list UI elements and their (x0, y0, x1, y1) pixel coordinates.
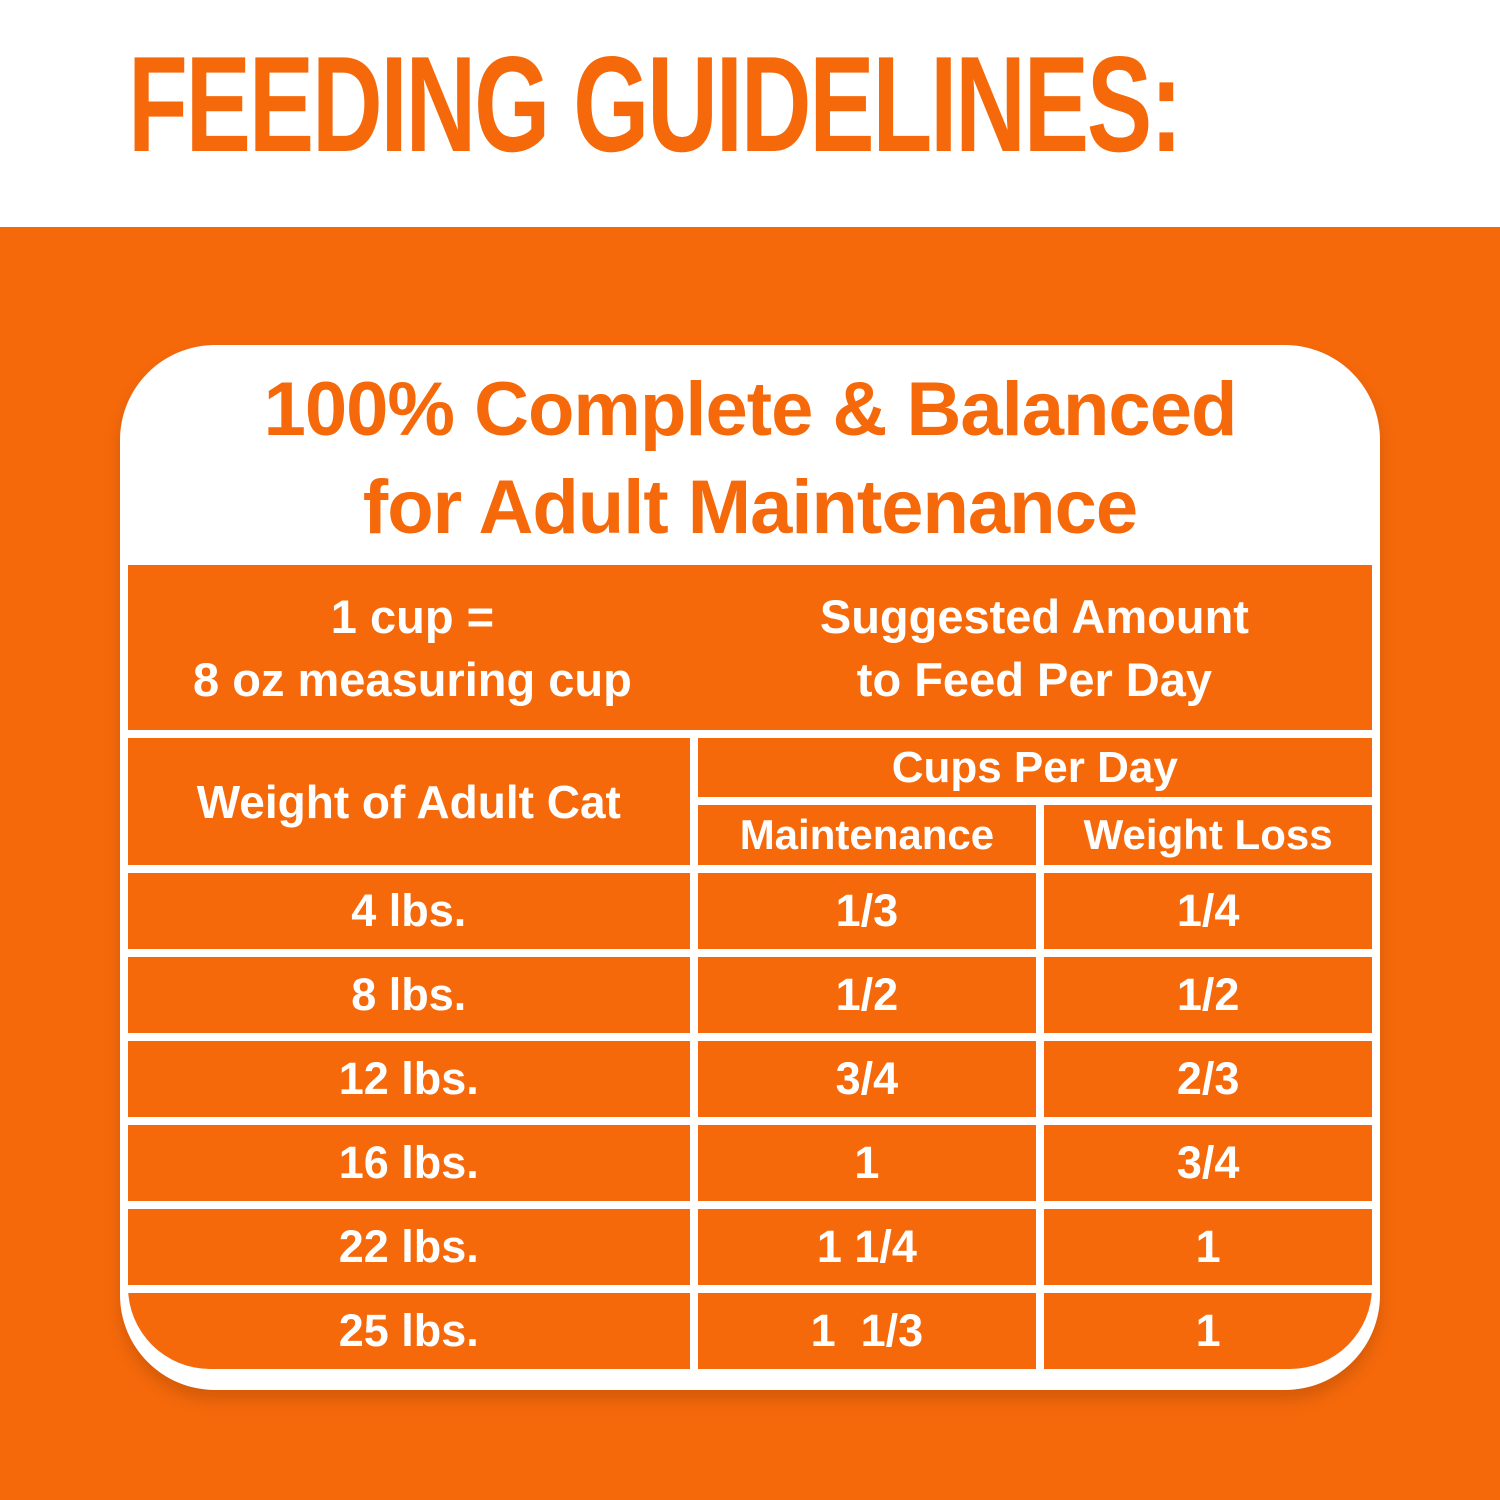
cup-note-line2: 8 oz measuring cup (193, 652, 632, 706)
feeding-guidelines-panel: 100% Complete & Balanced for Adult Maint… (120, 345, 1380, 1390)
suggested-amount-line1: Suggested Amount (819, 589, 1249, 643)
maintenance-cell: 1/3 (697, 873, 1037, 949)
weight-cell: 16 lbs. (128, 1125, 690, 1201)
table-row: 16 lbs. 1 3/4 (128, 1125, 1372, 1201)
suggested-amount-line2: to Feed Per Day (856, 652, 1213, 706)
weight-column-header: Weight of Adult Cat (128, 738, 690, 865)
weight-cell: 22 lbs. (128, 1209, 690, 1285)
weight-cell: 12 lbs. (128, 1041, 690, 1117)
top-white-band: FEEDING GUIDELINES: (0, 0, 1500, 227)
maintenance-cell: 1/2 (697, 957, 1037, 1033)
maintenance-cell: 3/4 (697, 1041, 1037, 1117)
weight-cell: 25 lbs. (128, 1293, 690, 1369)
cup-note-line1: 1 cup = (330, 589, 495, 643)
table-row: 4 lbs. 1/3 1/4 (128, 873, 1372, 949)
page-title: FEEDING GUIDELINES: (128, 28, 1183, 180)
cup-note: 1 cup = 8 oz measuring cup (128, 565, 697, 730)
weight-cell: 8 lbs. (128, 957, 690, 1033)
table-row: 22 lbs. 1 1/4 1 (128, 1209, 1372, 1285)
maintenance-cell: 1 1/4 (697, 1209, 1037, 1285)
weight-cell: 4 lbs. (128, 873, 690, 949)
table-column-headers: Weight of Adult Cat Cups Per Day Mainten… (128, 738, 1372, 865)
feeding-table: 1 cup = 8 oz measuring cup Suggested Amo… (128, 565, 1372, 1369)
weight-loss-cell: 2/3 (1044, 1041, 1372, 1117)
maintenance-cell: 1 (697, 1125, 1037, 1201)
suggested-amount: Suggested Amount to Feed Per Day (697, 565, 1372, 730)
cups-per-day-header: Cups Per Day (697, 738, 1372, 797)
table-row: 25 lbs. 1 1/3 1 (128, 1293, 1372, 1369)
table-row: 12 lbs. 3/4 2/3 (128, 1041, 1372, 1117)
table-header-band: 1 cup = 8 oz measuring cup Suggested Amo… (128, 565, 1372, 730)
weight-loss-cell: 1 (1044, 1293, 1372, 1369)
weight-loss-cell: 1/4 (1044, 873, 1372, 949)
table-row: 8 lbs. 1/2 1/2 (128, 957, 1372, 1033)
panel-heading: 100% Complete & Balanced for Adult Maint… (128, 353, 1372, 565)
orange-background: 100% Complete & Balanced for Adult Maint… (0, 227, 1500, 1500)
maintenance-cell: 1 1/3 (697, 1293, 1037, 1369)
maintenance-column-header: Maintenance (697, 805, 1037, 865)
panel-heading-line2: for Adult Maintenance (362, 465, 1138, 550)
weight-loss-cell: 1 (1044, 1209, 1372, 1285)
panel-heading-line1: 100% Complete & Balanced (263, 367, 1238, 452)
weight-loss-column-header: Weight Loss (1044, 805, 1372, 865)
weight-loss-cell: 1/2 (1044, 957, 1372, 1033)
weight-loss-cell: 3/4 (1044, 1125, 1372, 1201)
